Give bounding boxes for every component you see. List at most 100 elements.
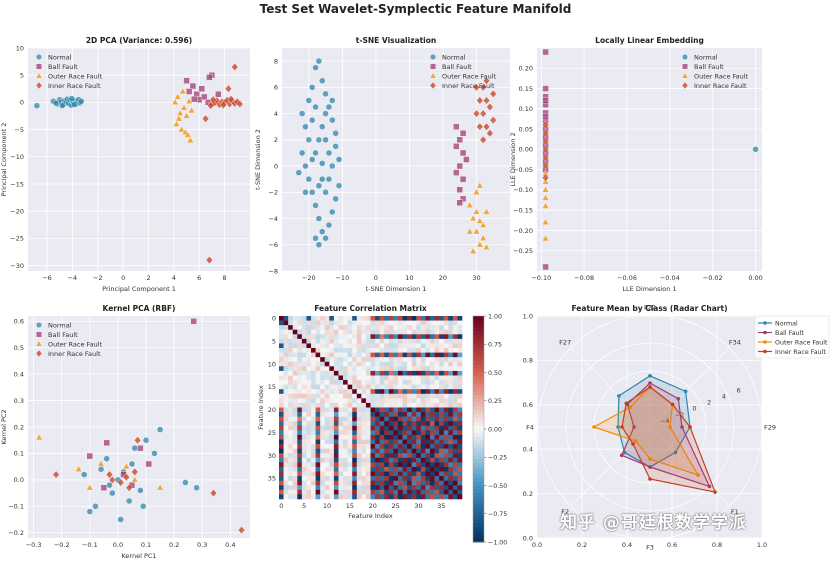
- heatmap-cell: [324, 398, 330, 404]
- heatmap-cell: [370, 494, 376, 500]
- heatmap-cell: [315, 361, 321, 367]
- heatmap-cell: [397, 402, 403, 408]
- heatmap-cell: [407, 343, 412, 349]
- heatmap-cell: [388, 338, 394, 344]
- panel-lle: −0.10 −0.08 −0.06 −0.04 −0.02 0.000.200.150.1…: [509, 36, 763, 293]
- heatmap-cell: [311, 448, 316, 454]
- heatmap-cell: [393, 494, 399, 500]
- colorbar-label: −1.00: [488, 539, 507, 546]
- heatmap-cell: [306, 343, 312, 349]
- heatmap-cell: [407, 380, 412, 385]
- heatmap-cell: [407, 348, 412, 353]
- data-point-circle: [319, 160, 326, 167]
- heatmap-cell: [416, 444, 422, 449]
- heatmap-cell: [388, 471, 394, 477]
- heatmap-cell: [347, 389, 353, 395]
- heatmap-cell: [301, 489, 307, 495]
- heatmap-cell: [375, 444, 380, 449]
- heatmap-cell: [347, 485, 353, 491]
- heatmap-cell: [329, 457, 335, 463]
- radar-point: [696, 473, 700, 477]
- data-point-triangle: [188, 106, 196, 114]
- heatmap-cell: [301, 453, 307, 459]
- heatmap-cell: [365, 334, 371, 340]
- data-point-circle: [325, 149, 333, 157]
- heatmap-cell: [407, 485, 412, 491]
- heatmap-cell: [457, 357, 463, 363]
- heatmap-cell: [420, 407, 426, 413]
- colorbar-segment: [473, 447, 484, 453]
- heatmap-cell: [279, 343, 284, 349]
- data-point-circle: [332, 130, 339, 137]
- heatmap-cell: [320, 343, 326, 349]
- heatmap-cell: [324, 425, 330, 431]
- heatmap-cell: [301, 494, 307, 500]
- heatmap-cell: [288, 494, 294, 500]
- x-tick-label: 30: [472, 274, 480, 282]
- heatmap-cell: [370, 444, 376, 449]
- heatmap-cell: [297, 439, 303, 445]
- heatmap-cell: [384, 366, 390, 372]
- heatmap-cell: [370, 462, 376, 468]
- heatmap-cell: [416, 407, 422, 413]
- heatmap-cell: [388, 439, 394, 445]
- heatmap-cell: [384, 434, 390, 440]
- x-axis-label: t-SNE Dimension 1: [366, 285, 427, 293]
- legend-marker: [429, 72, 437, 79]
- heatmap-cell: [420, 462, 426, 468]
- heatmap-cell: [320, 430, 326, 436]
- heatmap-cell: [320, 457, 326, 463]
- colorbar-segment: [473, 436, 484, 441]
- data-point-circle: [315, 182, 323, 189]
- heatmap-cell: [361, 398, 367, 404]
- heatmap-cell: [452, 352, 458, 358]
- heatmap-cell: [375, 434, 380, 440]
- data-point-circle: [128, 460, 136, 468]
- heatmap-cell: [338, 444, 344, 449]
- heatmap-cell: [297, 462, 303, 468]
- colorbar-segment: [473, 327, 484, 332]
- heatmap-cell: [407, 361, 412, 367]
- heatmap-cell: [439, 361, 444, 367]
- heatmap-cell: [311, 489, 316, 495]
- x-tick-label: 0.0: [532, 541, 542, 549]
- radar-axis-label: F4: [526, 423, 534, 431]
- data-point-diamond: [52, 470, 60, 479]
- legend-marker: [763, 330, 767, 335]
- heatmap-cell: [324, 457, 330, 463]
- heatmap-cell: [434, 412, 440, 417]
- heatmap-cell: [324, 361, 330, 367]
- legend-marker: [36, 54, 43, 61]
- heatmap-cell: [315, 407, 321, 413]
- heatmap-cell: [443, 398, 449, 404]
- heatmap-cell: [347, 398, 353, 404]
- heatmap-cell: [315, 402, 321, 408]
- heatmap-cell: [329, 448, 335, 454]
- heatmap-cell: [407, 494, 412, 500]
- heatmap-cell: [443, 366, 449, 372]
- heatmap-cell: [320, 366, 326, 372]
- colorbar-segment: [473, 432, 484, 438]
- chart-title: Kernel PCA (RBF): [103, 304, 176, 313]
- heatmap-cell: [320, 334, 326, 340]
- x-tick-label: 0.8: [712, 541, 722, 549]
- heatmap-cell: [329, 393, 335, 399]
- heatmap-cell: [443, 425, 449, 431]
- heatmap-cell: [420, 380, 426, 385]
- colorbar-segment: [473, 451, 484, 456]
- heatmap-cell: [338, 485, 344, 491]
- heatmap-cell: [333, 361, 339, 367]
- heatmap-cell: [370, 366, 376, 372]
- heatmap-cell: [370, 352, 376, 358]
- heatmap-cell: [443, 480, 449, 486]
- heatmap-cell: [425, 480, 431, 486]
- heatmap-cell: [411, 375, 417, 381]
- heatmap-cell: [324, 412, 330, 417]
- heatmap-cell: [388, 494, 394, 500]
- heatmap-cell: [283, 412, 289, 417]
- heatmap-cell: [347, 439, 353, 445]
- heatmap-cell: [315, 457, 321, 463]
- y-tick-label: 10: [268, 360, 276, 368]
- heatmap-cell: [393, 402, 399, 408]
- y-tick-label: 30: [268, 452, 276, 460]
